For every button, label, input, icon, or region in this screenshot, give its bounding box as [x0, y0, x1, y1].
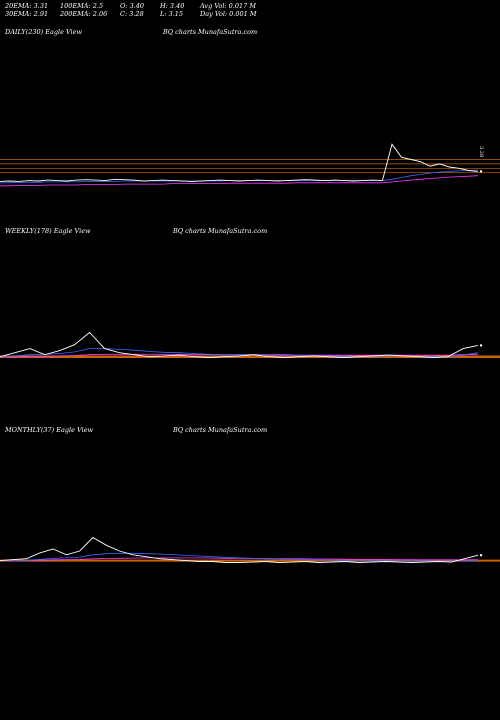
- daily-price-tag: 3.28: [478, 146, 484, 158]
- ema200-label: 200EMA: 2.06: [60, 10, 108, 18]
- weekly-last-price-marker: [479, 344, 483, 347]
- ema20-label: 20EMA: 3.31: [5, 2, 49, 10]
- ema30-label: 30EMA: 2.91: [5, 10, 49, 18]
- open-label: O: 3.40: [120, 2, 145, 10]
- avg-vol-label: Avg Vol: 0.017 M: [200, 2, 257, 10]
- daily-title: DAILY(230) Eagle View: [5, 28, 83, 36]
- daily-price-line: [0, 143, 479, 182]
- close-label: C: 3.28: [120, 10, 144, 18]
- weekly-title: WEEKLY(178) Eagle View: [5, 227, 91, 235]
- monthly-title: MONTHLY(37) Eagle View: [5, 426, 94, 434]
- low-label: L: 3.15: [160, 10, 184, 18]
- daily-ema-slow-line: [0, 175, 479, 187]
- monthly-ema-fast-line: [0, 552, 479, 562]
- monthly-price-line: [0, 536, 479, 563]
- weekly-watermark: BQ charts MunafaSutra.com: [173, 227, 268, 235]
- daily-last-price-marker: [479, 170, 483, 173]
- daily-chart: [0, 143, 500, 187]
- ema100-label: 100EMA: 2.5: [60, 2, 104, 10]
- day-vol-label: Day Vol: 0.001 M: [200, 10, 257, 18]
- monthly-last-price-marker: [479, 553, 483, 557]
- monthly-watermark: BQ charts MunafaSutra.com: [173, 426, 268, 434]
- weekly-price-line: [0, 331, 479, 358]
- monthly-chart: [0, 536, 500, 563]
- weekly-chart: [0, 331, 500, 358]
- high-label: H: 3.40: [160, 2, 185, 10]
- daily-watermark: BQ charts MunafaSutra.com: [163, 28, 258, 36]
